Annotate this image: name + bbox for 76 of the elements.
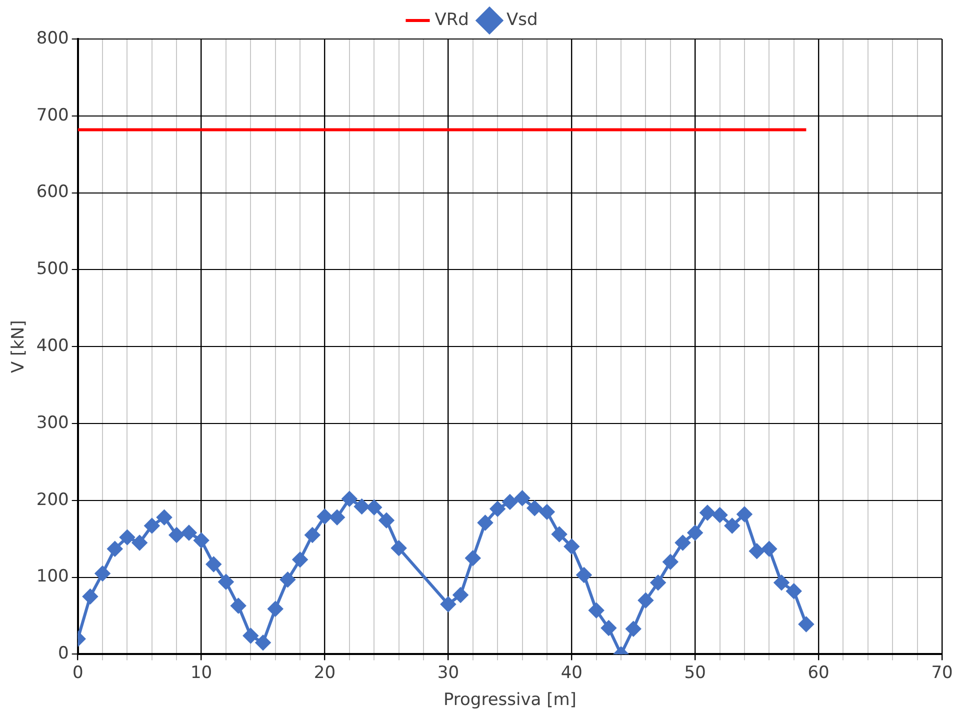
y-tick-label: 400 (36, 336, 69, 356)
point (465, 550, 480, 566)
point (82, 589, 98, 604)
legend-label: Vsd (506, 10, 538, 30)
point (675, 535, 690, 550)
point (194, 532, 209, 548)
x-tick-label: 40 (560, 662, 582, 683)
y-tick-label: 200 (36, 490, 69, 510)
x-tick-label: 0 (72, 662, 84, 683)
point (206, 556, 222, 572)
point (304, 528, 320, 543)
point (230, 598, 246, 614)
point (132, 535, 148, 550)
point (700, 505, 715, 520)
point (502, 494, 518, 510)
point (280, 572, 296, 588)
point (342, 491, 357, 506)
y-axis-title: V [kN] (8, 320, 29, 374)
point (366, 500, 382, 515)
x-tick-label: 30 (437, 662, 460, 683)
point (774, 575, 790, 590)
point (527, 500, 542, 516)
legend-label: VRd (434, 10, 469, 30)
y-tick-label: 500 (36, 259, 69, 280)
point (218, 574, 234, 590)
point (514, 490, 530, 506)
point (292, 552, 308, 568)
x-tick-label: 20 (314, 662, 336, 683)
y-tick-label: 600 (36, 182, 69, 202)
point (638, 592, 654, 608)
x-tick-label: 50 (684, 662, 706, 683)
point (181, 525, 196, 540)
point (378, 512, 394, 528)
point (391, 540, 406, 556)
x-axis-title: Progressiva [m] (443, 690, 576, 710)
point (588, 602, 604, 618)
y-tick-label: 0 (58, 644, 69, 664)
point (256, 635, 271, 650)
point (95, 566, 110, 581)
y-tick-label: 700 (36, 105, 69, 126)
point (243, 628, 258, 644)
x-tick-label: 10 (190, 662, 212, 683)
point (144, 518, 160, 534)
point (169, 528, 184, 543)
point (712, 508, 728, 523)
point (156, 510, 172, 525)
x-tick-label: 60 (808, 662, 830, 683)
point (724, 518, 740, 534)
point (749, 544, 764, 559)
point (601, 620, 616, 636)
point (354, 499, 370, 514)
point (490, 501, 506, 516)
point (330, 510, 345, 525)
point (786, 584, 802, 599)
point (762, 541, 777, 556)
point (626, 621, 641, 636)
y-tick-label: 300 (36, 412, 69, 433)
point (478, 515, 493, 530)
point (736, 506, 752, 522)
point (107, 541, 122, 556)
point (798, 616, 814, 632)
point (120, 530, 135, 545)
point (552, 526, 567, 542)
point (268, 601, 283, 616)
point (317, 509, 332, 524)
point (662, 554, 678, 570)
y-tick-label: 800 (36, 28, 69, 48)
point (539, 504, 554, 520)
y-tick-label: 100 (36, 566, 69, 587)
point (688, 525, 703, 540)
point (453, 587, 468, 602)
point (440, 596, 456, 612)
point (576, 567, 592, 582)
point (650, 575, 666, 590)
point (564, 539, 580, 554)
x-tick-label: 70 (931, 662, 953, 683)
